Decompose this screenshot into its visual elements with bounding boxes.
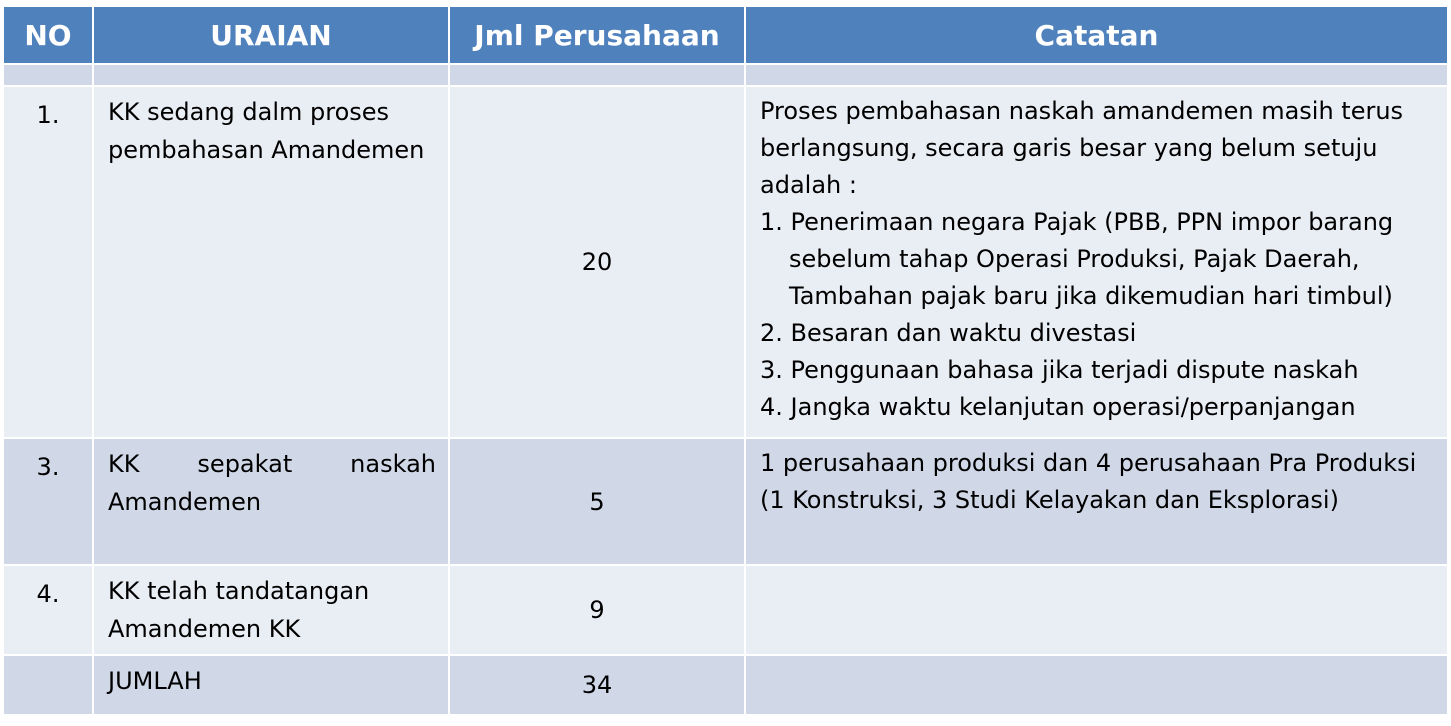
spacer-cell bbox=[2, 63, 94, 87]
jumlah-label: JUMLAH bbox=[92, 654, 450, 716]
amandemen-table: NO URAIAN Jml Perusahaan Catatan 1. KK s… bbox=[2, 5, 1449, 716]
total-row: JUMLAH 34 bbox=[2, 654, 1449, 716]
header-uraian: URAIAN bbox=[92, 5, 450, 65]
spacer-row bbox=[2, 63, 1449, 87]
catatan-list-item: 3. Penggunaan bahasa jika terjadi disput… bbox=[760, 356, 1359, 384]
uraian-cell: KK sepakat naskah Amandemen bbox=[92, 437, 450, 566]
uraian-cell: KK telah tandatangan Amandemen KK bbox=[92, 564, 450, 656]
table-row: 1. KK sedang dalm proses pembahasan Aman… bbox=[2, 85, 1449, 439]
uraian-line: KK sepakat naskah bbox=[108, 450, 436, 478]
row-number: 1. bbox=[2, 85, 94, 439]
catatan-list-item: 2. Besaran dan waktu divestasi bbox=[760, 319, 1137, 347]
catatan-cell bbox=[744, 564, 1449, 656]
catatan-list-item: 4. Jangka waktu kelanjutan operasi/perpa… bbox=[760, 393, 1356, 421]
catatan-cell: 1 perusahaan produksi dan 4 perusahaan P… bbox=[744, 437, 1449, 566]
table-row: 3. KK sepakat naskah Amandemen 5 1 perus… bbox=[2, 437, 1449, 566]
catatan-cell: Proses pembahasan naskah amandemen masih… bbox=[744, 85, 1449, 439]
spacer-cell bbox=[744, 63, 1449, 87]
uraian-line: Amandemen bbox=[108, 488, 262, 516]
uraian-cell: KK sedang dalm proses pembahasan Amandem… bbox=[92, 85, 450, 439]
catatan-list-item: 1. Penerimaan negara Pajak (PBB, PPN imp… bbox=[760, 208, 1394, 310]
header-no: NO bbox=[2, 5, 94, 65]
header-jml-perusahaan: Jml Perusahaan bbox=[448, 5, 746, 65]
table-row: 4. KK telah tandatangan Amandemen KK 9 bbox=[2, 564, 1449, 656]
jml-perusahaan-cell: 20 bbox=[448, 85, 746, 439]
row-number: 4. bbox=[2, 564, 94, 656]
spacer-cell bbox=[92, 63, 450, 87]
jml-perusahaan-cell: 9 bbox=[448, 564, 746, 656]
row-number bbox=[2, 654, 94, 716]
catatan-list: 1. Penerimaan negara Pajak (PBB, PPN imp… bbox=[760, 204, 1439, 426]
row-number: 3. bbox=[2, 437, 94, 566]
header-row: NO URAIAN Jml Perusahaan Catatan bbox=[2, 5, 1449, 65]
catatan-cell bbox=[744, 654, 1449, 716]
catatan-intro: Proses pembahasan naskah amandemen masih… bbox=[760, 97, 1404, 199]
spacer-cell bbox=[448, 63, 746, 87]
jumlah-total: 34 bbox=[448, 654, 746, 716]
jml-perusahaan-cell: 5 bbox=[448, 437, 746, 566]
header-catatan: Catatan bbox=[744, 5, 1449, 65]
